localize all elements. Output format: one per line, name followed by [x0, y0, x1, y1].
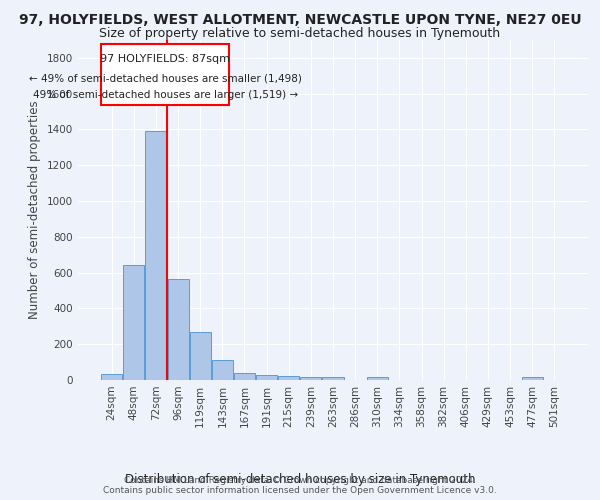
Bar — [190, 332, 211, 380]
Text: ← 49% of semi-detached houses are smaller (1,498): ← 49% of semi-detached houses are smalle… — [29, 73, 302, 83]
Text: Distribution of semi-detached houses by size in Tynemouth: Distribution of semi-detached houses by … — [125, 472, 475, 486]
Bar — [212, 360, 233, 380]
Bar — [234, 373, 255, 380]
Text: Contains HM Land Registry data © Crown copyright and database right 2024.
Contai: Contains HM Land Registry data © Crown c… — [103, 476, 497, 495]
Y-axis label: Number of semi-detached properties: Number of semi-detached properties — [28, 100, 41, 320]
Text: Size of property relative to semi-detached houses in Tynemouth: Size of property relative to semi-detach… — [100, 28, 500, 40]
Text: 49% of semi-detached houses are larger (1,519) →: 49% of semi-detached houses are larger (… — [32, 90, 298, 100]
Bar — [124, 264, 145, 380]
Bar — [256, 375, 277, 380]
Bar — [322, 378, 344, 380]
Bar — [367, 378, 388, 380]
Bar — [301, 377, 322, 380]
Bar — [101, 374, 122, 380]
Bar — [167, 279, 188, 380]
FancyBboxPatch shape — [101, 44, 229, 106]
Text: 97 HOLYFIELDS: 87sqm: 97 HOLYFIELDS: 87sqm — [100, 54, 230, 64]
Bar — [521, 377, 542, 380]
Bar — [145, 132, 166, 380]
Text: 97, HOLYFIELDS, WEST ALLOTMENT, NEWCASTLE UPON TYNE, NE27 0EU: 97, HOLYFIELDS, WEST ALLOTMENT, NEWCASTL… — [19, 12, 581, 26]
Bar — [278, 376, 299, 380]
